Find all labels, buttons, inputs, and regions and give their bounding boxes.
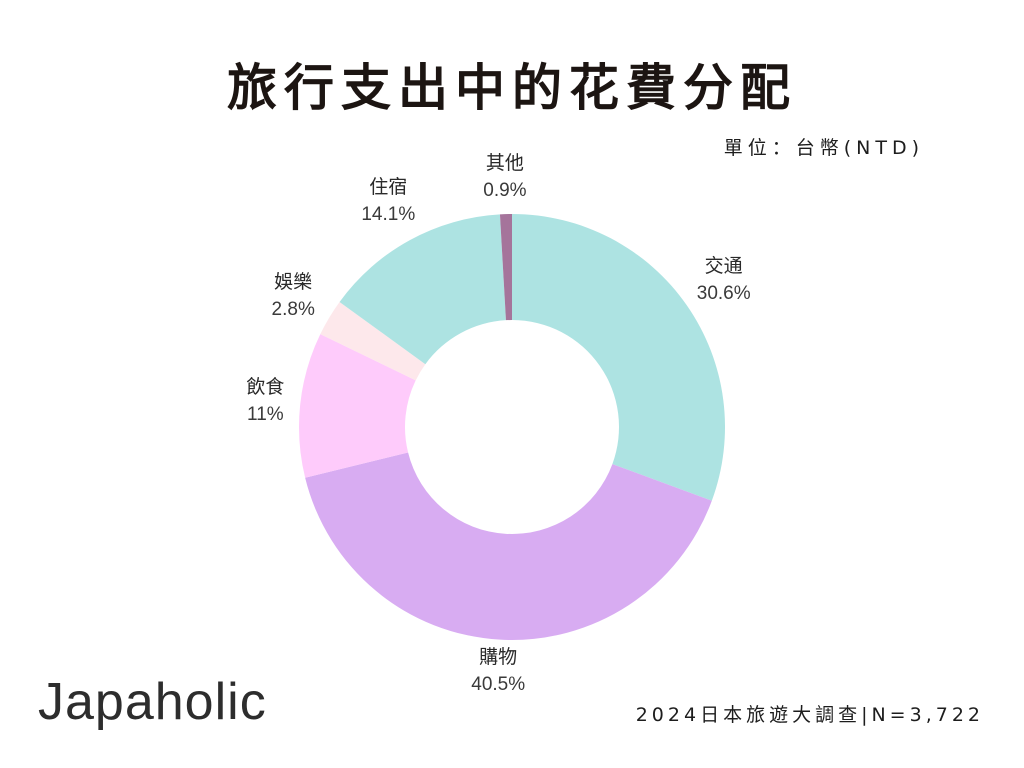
slice-label-percent: 30.6% — [696, 282, 751, 304]
source-note: 2024日本旅遊大調查|N=3,722 — [635, 704, 984, 726]
slice-飲食 — [299, 334, 416, 478]
slice-label-name: 娛樂 — [274, 271, 313, 294]
slice-label-name: 住宿 — [369, 175, 408, 198]
slice-交通 — [512, 214, 725, 501]
slice-label-percent: 40.5% — [471, 673, 526, 695]
slice-label: 其他 0.9% — [435, 149, 575, 205]
slice-label-name: 飲食 — [246, 375, 285, 398]
slice-娛樂 — [320, 301, 426, 381]
slice-label-name: 交通 — [704, 254, 743, 277]
slice-label-name: 其他 — [485, 152, 524, 175]
donut-slices — [299, 214, 725, 641]
slice-住宿 — [339, 214, 506, 365]
slice-購物 — [305, 452, 712, 641]
slice-label: 娛樂 2.8% — [223, 268, 363, 324]
slice-label-name: 購物 — [479, 645, 518, 668]
slice-其他 — [499, 214, 512, 321]
slice-label-percent: 11% — [247, 403, 284, 425]
slice-label: 飲食 11% — [195, 373, 335, 429]
slice-label-percent: 2.8% — [271, 299, 315, 321]
chart-title: 旅行支出中的花費分配 — [227, 59, 797, 117]
slice-label-percent: 14.1% — [361, 203, 416, 225]
slice-label: 住宿 14.1% — [318, 173, 458, 229]
slice-label-percent: 0.9% — [483, 180, 527, 202]
slice-label: 購物 40.5% — [428, 643, 568, 699]
brand-logo: Japaholic — [38, 673, 267, 731]
unit-note: 單位：台幣(NTD) — [723, 137, 924, 159]
slice-label: 交通 30.6% — [654, 252, 794, 308]
